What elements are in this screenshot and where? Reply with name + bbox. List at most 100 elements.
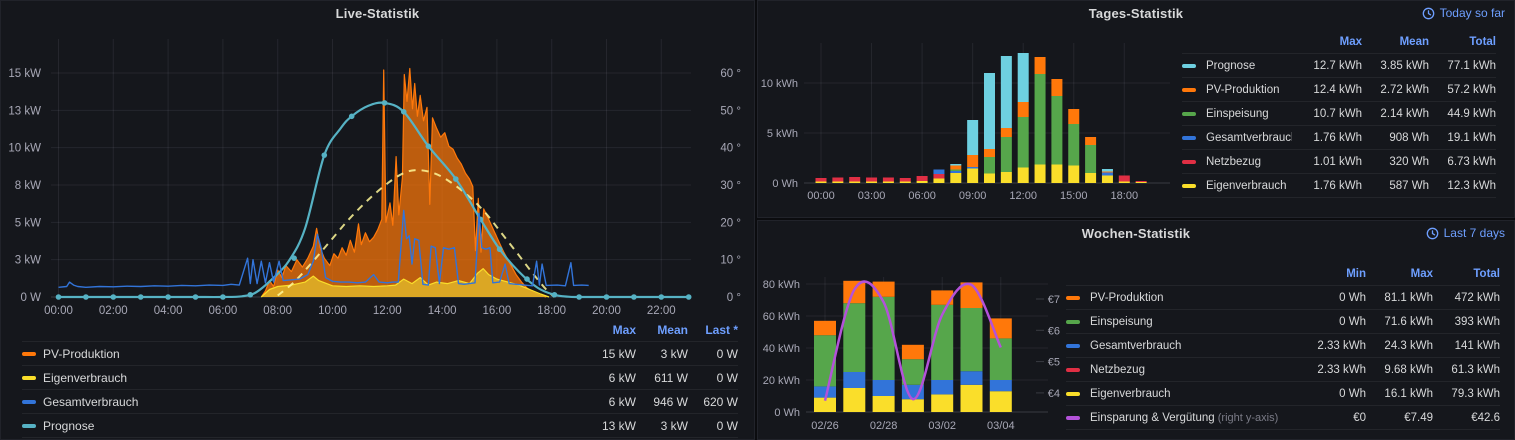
wochen-chart-canvas[interactable]: 0 Wh 20 kWh 40 kWh 60 kWh 80 kWh €7 €6 €5 €4 02/2… [758, 221, 1088, 440]
series-value: 6 kW [608, 370, 636, 385]
series-value: €7.49 [1404, 411, 1433, 424]
series-label[interactable]: Netzbezug [1090, 363, 1145, 376]
legend-row-gesamtverbrauch: Gesamtverbrauch 6 kW 946 W 620 W [22, 389, 738, 413]
panel-wochen-statistik: Wochen-Statistik Last 7 days 0 Wh 20 kWh 4… [757, 220, 1515, 440]
svg-text:60 °: 60 ° [720, 68, 741, 80]
legend-row-einsparung-verg-tung: Einsparung & Vergütung (right y-axis) €0 €… [1066, 405, 1500, 430]
series-swatch-icon[interactable] [1066, 343, 1080, 348]
legend-row-netzbezug: Netzbezug 1.01 kWh 320 Wh 6.73 kWh [1182, 149, 1496, 173]
svg-text:0 W: 0 W [21, 292, 42, 304]
time-range-badge-week[interactable]: Last 7 days [1426, 226, 1505, 240]
series-swatch-icon[interactable] [22, 375, 36, 380]
svg-text:€4: €4 [1048, 388, 1060, 400]
series-label[interactable]: Eigenverbrauch [1206, 179, 1287, 192]
series-value: 141 kWh [1454, 339, 1500, 352]
svg-text:8 kW: 8 kW [15, 180, 41, 192]
legend-row-einspeisung: Einspeisung 0 Wh 71.6 kWh 393 kWh [1066, 309, 1500, 333]
tages-chart-canvas[interactable]: 0 Wh 5 kWh 10 kWh 00:00 03:00 06:00 09:00 12:00… [758, 1, 1174, 213]
legend-column-header[interactable]: Max [1339, 36, 1362, 48]
series-label[interactable]: Einsparung & Vergütung (right y-axis) [1090, 411, 1279, 424]
svg-text:10 kW: 10 kW [8, 143, 41, 155]
panel-live-statistik: Live-Statistik 15 kW 13 kW 10 kW 8 kW 5 kW 3 … [0, 0, 755, 440]
live-chart-canvas[interactable]: 15 kW 13 kW 10 kW 8 kW 5 kW 3 kW 0 W 60 ° 50 ° 40… [1, 1, 756, 317]
svg-text:22:00: 22:00 [647, 305, 676, 317]
series-value: 24.3 kWh [1384, 339, 1433, 352]
legend-column-header[interactable]: Total [1469, 36, 1496, 48]
series-swatch-icon[interactable] [1066, 295, 1080, 300]
series-label[interactable]: Gesamtverbrauch [43, 394, 139, 409]
series-swatch-icon[interactable] [1066, 319, 1080, 324]
series-value: 61.3 kWh [1451, 363, 1500, 376]
legend-row-prognose: Prognose 12.7 kWh 3.85 kWh 77.1 kWh [1182, 53, 1496, 77]
svg-text:€5: €5 [1048, 357, 1060, 369]
time-range-label: Today so far [1439, 6, 1505, 20]
clock-icon [1422, 7, 1434, 19]
series-value: 3 kW [660, 346, 688, 361]
svg-text:15 kW: 15 kW [8, 68, 41, 80]
svg-text:02/28: 02/28 [870, 420, 898, 432]
svg-text:0 Wh: 0 Wh [772, 178, 798, 190]
legend-column-header[interactable]: Mean [1399, 36, 1429, 48]
series-label-suffix: (right y-axis) [1214, 411, 1279, 424]
series-label[interactable]: Einspeisung [1090, 315, 1153, 328]
legend-row-pv-produktion: PV-Produktion 12.4 kWh 2.72 kWh 57.2 kWh [1182, 77, 1496, 101]
panel-title-live[interactable]: Live-Statistik [335, 6, 420, 21]
series-swatch-icon[interactable] [1066, 391, 1080, 396]
series-value: 393 kWh [1454, 315, 1500, 328]
series-label[interactable]: Eigenverbrauch [43, 370, 128, 385]
legend-column-header[interactable]: Total [1473, 268, 1500, 280]
legend-column-header[interactable]: Min [1346, 268, 1366, 280]
series-swatch-icon[interactable] [1182, 135, 1196, 140]
series-label[interactable]: Eigenverbrauch [1090, 387, 1171, 400]
series-swatch-icon[interactable] [22, 399, 36, 404]
series-value: 81.1 kWh [1384, 291, 1433, 304]
legend-column-header[interactable]: Max [612, 323, 636, 337]
series-swatch-icon[interactable] [1066, 415, 1080, 420]
series-label[interactable]: Netzbezug [1206, 155, 1261, 168]
series-swatch-icon[interactable] [1182, 87, 1196, 92]
series-value: 19.1 kWh [1447, 131, 1496, 144]
series-swatch-icon[interactable] [1182, 111, 1196, 116]
time-range-label: Last 7 days [1443, 226, 1505, 240]
series-label[interactable]: PV-Produktion [43, 346, 120, 361]
series-label[interactable]: PV-Produktion [1090, 291, 1164, 304]
series-label[interactable]: Prognose [43, 418, 95, 433]
svg-text:10:00: 10:00 [318, 305, 347, 317]
series-label[interactable]: Gesamtverbrauch [1090, 339, 1182, 352]
series-value: 2.72 kWh [1380, 83, 1429, 96]
series-swatch-icon[interactable] [1066, 367, 1080, 372]
svg-text:14:00: 14:00 [428, 305, 457, 317]
svg-text:13 kW: 13 kW [8, 105, 41, 117]
series-value: 611 W [654, 370, 688, 385]
series-label[interactable]: Gesamtverbrauch [1206, 131, 1292, 144]
series-swatch-icon[interactable] [22, 423, 36, 428]
svg-text:03:00: 03:00 [858, 190, 886, 202]
series-label[interactable]: PV-Produktion [1206, 83, 1280, 96]
svg-text:€6: €6 [1048, 325, 1060, 337]
panel-tages-statistik: Tages-Statistik Today so far 0 Wh 5 kWh 10… [757, 0, 1515, 218]
series-swatch-icon[interactable] [22, 351, 36, 356]
series-swatch-icon[interactable] [1182, 63, 1196, 68]
series-value: 0 Wh [1339, 315, 1366, 328]
series-label[interactable]: Einspeisung [1206, 107, 1269, 120]
series-value: 2.33 kWh [1317, 339, 1366, 352]
series-value: 0 W [716, 346, 738, 361]
series-swatch-icon[interactable] [1182, 159, 1196, 164]
series-value: €0 [1353, 411, 1366, 424]
time-range-badge-today[interactable]: Today so far [1422, 6, 1505, 20]
series-value: 1.76 kWh [1313, 179, 1362, 192]
legend-header-row: Min Max Total [1066, 263, 1500, 285]
legend-column-header[interactable]: Max [1410, 268, 1433, 280]
panel-title-tages[interactable]: Tages-Statistik [1088, 6, 1184, 21]
wochen-legend-table: Min Max Total PV-Produktion 0 Wh 81.1 kWh 472 … [1058, 263, 1506, 430]
series-value: 13 kW [601, 418, 636, 433]
legend-column-header[interactable]: Last * [705, 323, 738, 337]
series-value: 15 kW [601, 346, 636, 361]
panel-title-wochen[interactable]: Wochen-Statistik [1081, 226, 1191, 241]
legend-column-header[interactable]: Mean [657, 323, 688, 337]
svg-text:20 °: 20 ° [720, 217, 741, 229]
series-value: 946 W [653, 394, 688, 409]
svg-text:20:00: 20:00 [592, 305, 621, 317]
series-label[interactable]: Prognose [1206, 59, 1256, 72]
series-swatch-icon[interactable] [1182, 183, 1196, 188]
